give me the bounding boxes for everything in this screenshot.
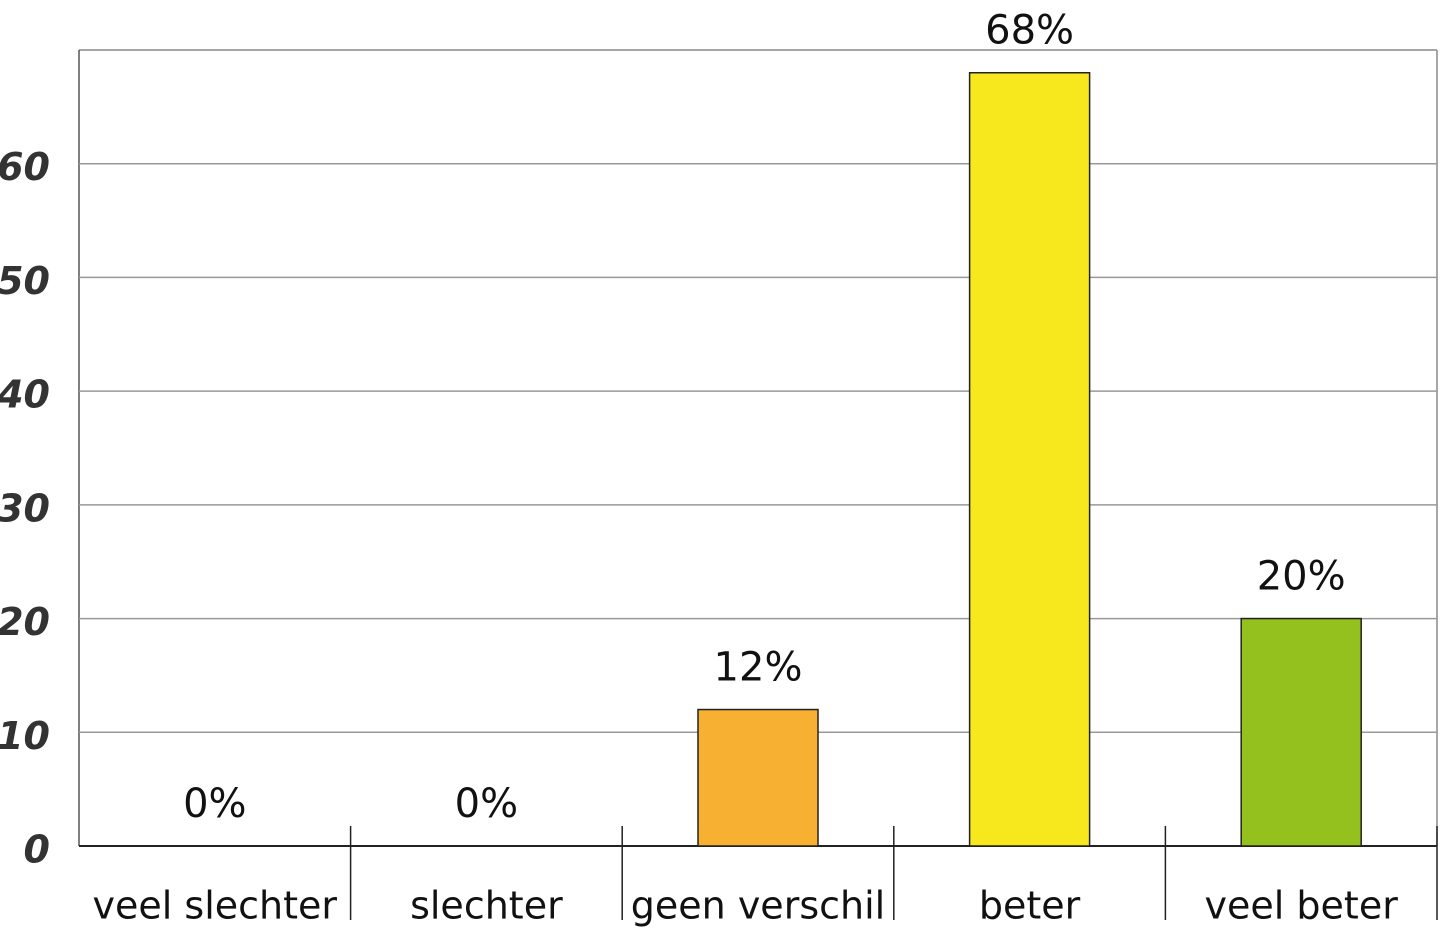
y-tick-label: 40 xyxy=(0,373,50,417)
y-tick-label: 10 xyxy=(0,714,50,758)
value-label: 0% xyxy=(455,781,518,827)
y-tick-label: 20 xyxy=(0,600,50,644)
value-label: 20% xyxy=(1257,554,1346,600)
y-tick-label: 30 xyxy=(0,486,50,530)
y-tick-label: 0 xyxy=(24,828,50,872)
value-label: 0% xyxy=(183,781,246,827)
value-label: 68% xyxy=(985,8,1074,54)
bar xyxy=(697,708,819,847)
bar xyxy=(1240,617,1362,847)
x-tick-label: veel beter xyxy=(1205,884,1399,928)
bar xyxy=(968,71,1091,847)
y-tick-label: 50 xyxy=(0,259,50,303)
x-tick-label: beter xyxy=(979,884,1081,928)
x-tick-label: veel slechter xyxy=(93,884,338,928)
x-tick-label: geen verschil xyxy=(631,884,885,928)
y-tick-label: 60 xyxy=(0,145,50,189)
value-label: 12% xyxy=(714,645,803,691)
x-tick-label: slechter xyxy=(410,884,563,928)
